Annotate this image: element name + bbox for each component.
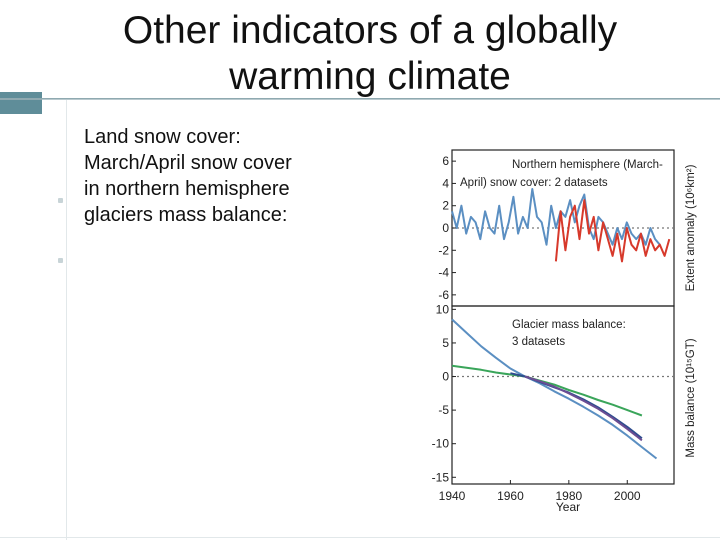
- snow-y-tick-label: -6: [438, 288, 449, 302]
- frame-left-line: [66, 100, 67, 540]
- frame-bottom-line: [0, 537, 720, 538]
- glacier-series-line-4: [524, 375, 643, 442]
- bullet-item: glaciers mass balance:: [84, 204, 288, 226]
- snow-y-tick-label: 6: [442, 154, 449, 168]
- glacier-panel-title-line-2: 3 datasets: [512, 336, 565, 348]
- bullet-marker: [58, 258, 63, 263]
- slide-title: Other indicators of a globally warming c…: [60, 8, 680, 100]
- snow-series-line-1: [451, 188, 661, 246]
- glacier-y-tick-label: -10: [432, 437, 450, 451]
- title-line-2: warming climate: [229, 55, 511, 98]
- glacier-x-tick-label: 1960: [497, 489, 524, 503]
- x-axis-label: Year: [556, 500, 580, 514]
- snow-panel-title-line-2: April) snow cover: 2 datasets: [460, 177, 608, 189]
- snow-y-tick-label: 2: [442, 199, 449, 213]
- glacier-x-tick-label: 1940: [439, 489, 466, 503]
- frame-top-line: [42, 99, 720, 100]
- glacier-y-tick-label: -15: [432, 470, 450, 484]
- glacier-x-tick-label: 2000: [614, 489, 641, 503]
- title-line-1: Other indicators of a globally: [122, 9, 618, 52]
- snow-y-tick-label: 0: [442, 221, 449, 235]
- glacier-y-tick-label: 0: [442, 370, 449, 384]
- title-accent-tab: [0, 92, 42, 114]
- bullet-item: March/April snow cover: [84, 152, 292, 174]
- glacier-y-tick-label: -5: [438, 403, 449, 417]
- snow-y-tick-label: -4: [438, 266, 449, 280]
- glacier-y-axis-label: Mass balance (10¹⁵GT): [685, 338, 697, 457]
- snow-y-tick-label: 4: [442, 176, 449, 190]
- glacier-series-line-2: [451, 364, 643, 417]
- glacier-panel-title-line-1: Glacier mass balance:: [512, 319, 626, 331]
- snow-y-axis-label: Extent anomaly (10⁶km²): [685, 164, 697, 291]
- bullet-item: in northern hemisphere: [84, 178, 290, 200]
- glacier-x-tick-label: 1980: [555, 489, 582, 503]
- climate-indicator-figure: 6 4 2 0 -2 -4 -6 10 5 0 -5 -10 -15 1940 1960 1980 2000…: [428, 142, 700, 516]
- glacier-series-line-1: [451, 318, 658, 460]
- bullet-list: Land snow cover: March/April snow cover …: [84, 124, 384, 228]
- snow-series-line-2: [554, 199, 671, 263]
- bullet-marker: [58, 198, 63, 203]
- glacier-panel-frame: [451, 305, 675, 485]
- snow-y-tick-label: -2: [438, 243, 449, 257]
- glacier-y-tick-label: 5: [442, 336, 449, 350]
- snow-panel-title-line-1: Northern hemisphere (March-: [512, 159, 663, 171]
- glacier-y-tick-label: 10: [436, 302, 450, 316]
- figure-svg: 6 4 2 0 -2 -4 -6 10 5 0 -5 -10 -15 1940 1960 1980 2000…: [428, 142, 700, 516]
- bullet-item: Land snow cover:: [84, 126, 241, 148]
